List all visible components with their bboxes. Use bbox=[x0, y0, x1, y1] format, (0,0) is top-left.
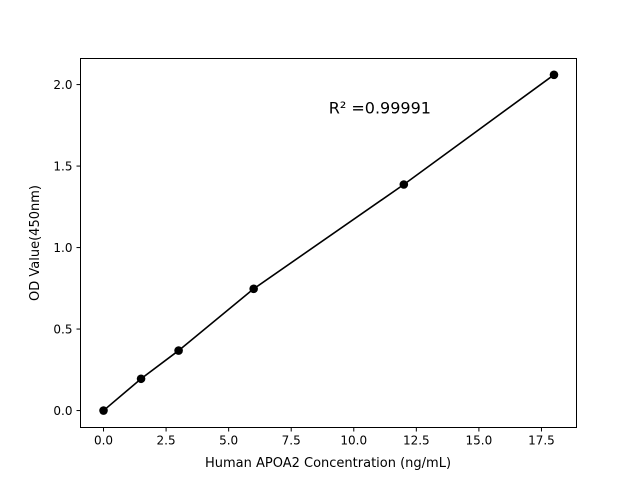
plot-frame bbox=[80, 58, 577, 428]
x-tick-label: 0.0 bbox=[94, 434, 113, 448]
data-point bbox=[136, 374, 146, 384]
x-tick-label: 15.0 bbox=[466, 434, 493, 448]
x-axis-label: Human APOA2 Concentration (ng/mL) bbox=[205, 456, 451, 471]
y-tick-label: 1.5 bbox=[53, 160, 72, 174]
x-tick-label: 10.0 bbox=[340, 434, 367, 448]
x-tick-label: 12.5 bbox=[403, 434, 430, 448]
data-point bbox=[174, 346, 183, 355]
y-axis-label: OD Value(450nm) bbox=[28, 185, 43, 301]
x-tick-label: 5.0 bbox=[219, 434, 238, 448]
x-tick-label: 7.5 bbox=[282, 434, 301, 448]
data-point bbox=[399, 180, 409, 189]
y-tick-label: 2.0 bbox=[53, 78, 72, 92]
x-tick-label: 17.5 bbox=[528, 434, 555, 448]
y-tick-label: 1.0 bbox=[53, 241, 72, 255]
r-squared-annotation: R² =0.99991 bbox=[329, 98, 431, 117]
y-tick-label: 0.0 bbox=[53, 404, 72, 418]
x-tick-label: 2.5 bbox=[157, 434, 176, 448]
y-tick-label: 0.5 bbox=[53, 323, 72, 337]
data-point bbox=[249, 284, 258, 294]
fit-line bbox=[103, 74, 555, 412]
data-point bbox=[549, 70, 559, 80]
data-point bbox=[99, 406, 108, 415]
